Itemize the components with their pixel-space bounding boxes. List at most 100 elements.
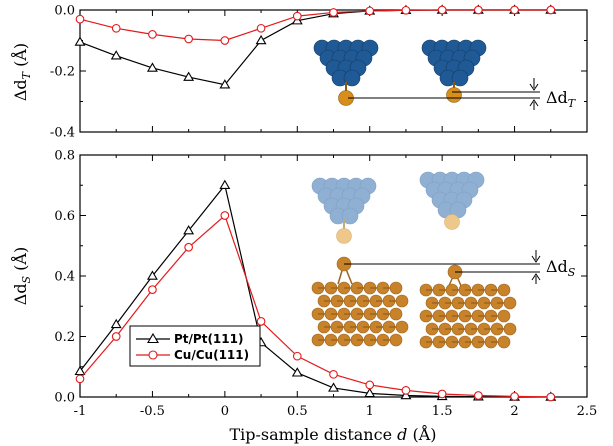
top-point-cu [111,23,121,33]
tip-atom [343,69,361,87]
top-point-cu [546,5,556,15]
bottom-x-tick-label: 0 [221,404,229,419]
top-y-axis-label-unit: (Å) [10,43,30,67]
bottom-point-cu [474,391,483,400]
top-annotation: ΔdT [546,88,577,110]
bottom-point-cu [256,317,266,326]
top-point-cu [184,34,193,44]
slab-atom [395,294,409,308]
bottom-x-tick-label: 1.5 [432,404,453,419]
bottom-point-pt [328,382,339,392]
bottom-y-tick-label: 0.0 [54,391,75,406]
top-series-line-cu [79,9,551,42]
bottom-y-axis-label-unit: (Å) [10,247,30,271]
legend-label-cu: Cu/Cu(111) [174,348,249,362]
bottom-annotation-sub: S [568,266,576,279]
top-y-axis-label-sub: T [20,70,33,79]
top-point-cu [474,5,483,15]
bottom-series-line-pt [79,183,551,398]
slab-atom [503,296,517,310]
top-point-cu [401,5,411,15]
top-point-pt [255,34,267,45]
top-y-tick-label: 0.0 [54,4,75,19]
top-point-cu [220,36,230,45]
bottom-point-cu [148,285,157,294]
legend-entry-pt: Pt/Pt(111) [136,332,243,346]
x-axis-label: Tip-sample distance d (Å) [229,424,436,444]
top-panel: ΔdT (Å) 0.0-0.2-0.4 ΔdT [10,4,588,141]
slab-atom [497,309,511,323]
bottom-point-cu [292,351,302,361]
top-point-cu [148,30,157,39]
bottom-point-cu [510,392,519,401]
legend-marker-pt [147,332,159,344]
top-annotation-sub: T [568,97,577,110]
top-point-cu [510,5,519,15]
top-ticks: 0.0 -0.2 -0.4 [50,4,588,141]
bottom-y-axis-label-sub: S [20,275,33,283]
bottom-y-tick-label: 0.4 [54,270,75,285]
top-point-cu [256,23,266,33]
x-axis-label-var: d [397,425,407,444]
bottom-y-axis-label: ΔdS (Å) [10,247,33,305]
bottom-point-pt [291,367,303,377]
legend-label-pt: Pt/Pt(111) [174,332,243,346]
apex-atom [446,87,462,103]
bottom-point-pt [400,389,412,400]
slab-atom [395,320,409,334]
bottom-x-tick-label: 2 [510,404,518,419]
top-series [74,4,557,89]
top-point-cu [329,8,338,17]
bottom-point-cu [365,380,375,390]
legend-marker-cu [148,350,158,360]
top-arrow-up-icon [529,99,539,110]
top-y-tick-label: -0.4 [50,126,75,141]
legend: Pt/Pt(111) Cu/Cu(111) [129,325,261,367]
top-point-pt [74,36,86,46]
top-point-cu [437,5,447,15]
bottom-point-cu [111,332,121,341]
bottom-x-tick-label: -1 [74,404,87,419]
slab-atom [503,322,517,336]
top-point-cu [365,6,375,16]
bottom-annotation: ΔdS [546,257,576,279]
top-point-cu [292,11,302,21]
bottom-point-cu [184,242,193,252]
svg-text:ΔdT (Å): ΔdT (Å) [10,43,33,101]
bottom-y-axis-label-main: Δd [11,283,30,305]
bottom-point-pt [219,179,231,189]
top-point-pt [146,62,158,72]
top-y-axis-label-main: Δd [11,79,30,101]
svg-text:ΔdS (Å): ΔdS (Å) [10,247,33,305]
bottom-point-cu [401,385,411,395]
x-axis-label-pre: Tip-sample distance [229,425,397,444]
bottom-point-pt [364,387,376,398]
slab-atom [389,307,403,321]
bottom-x-tick-label: 0.5 [287,404,308,419]
bottom-point-pt [110,318,122,329]
top-point-cu [75,14,85,24]
top-inset-pt-tips [313,39,487,106]
tip-atom [341,207,359,225]
apex-atom [336,228,352,244]
tip-atom [451,69,469,87]
bottom-y-tick-label: 0.6 [54,209,75,224]
x-axis-label-post: (Å) [407,424,436,444]
bottom-panel: ΔdS (Å) Tip-sample distance d (Å) 0.00.2… [10,149,597,445]
bottom-series [74,179,557,402]
apex-atom [444,214,460,230]
bottom-series-line-cu [79,214,551,398]
legend-entry-cu: Cu/Cu(111) [136,348,249,362]
bottom-point-cu [546,392,556,402]
bottom-point-pt [183,225,195,235]
bottom-point-cu [437,389,447,399]
slab-atom [497,283,511,297]
top-point-pt [110,50,122,60]
bottom-arrow-down-icon [531,250,541,263]
bottom-point-pt [146,270,158,280]
bottom-x-tick-label: 2.5 [577,404,598,419]
top-arrow-down-icon [529,78,539,91]
bottom-point-cu [220,211,230,220]
top-y-axis-label: ΔdT (Å) [10,43,33,101]
